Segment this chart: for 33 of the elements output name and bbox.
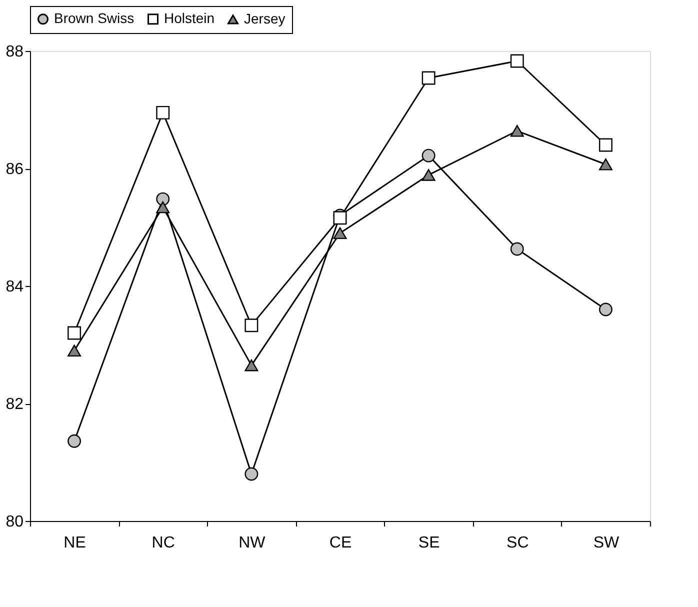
point <box>156 106 170 120</box>
x-tick-label: NE <box>64 534 86 552</box>
y-tick-label: 84 <box>6 278 24 296</box>
x-tick-label: CE <box>329 534 352 552</box>
point <box>510 54 524 68</box>
x-tick-label: NC <box>152 534 175 552</box>
point <box>422 148 436 162</box>
point <box>422 71 436 85</box>
x-tick-label: SE <box>418 534 440 552</box>
x-tick-label: NW <box>238 534 266 552</box>
legend-label: Jersey <box>244 10 286 26</box>
point <box>68 434 82 448</box>
legend-label: Holstein <box>164 10 215 26</box>
point <box>68 344 82 357</box>
legend-label: Brown Swiss <box>54 10 134 26</box>
point <box>510 242 524 256</box>
point <box>598 158 612 170</box>
x-tick-label: SC <box>506 534 529 552</box>
point <box>598 302 612 316</box>
point <box>422 169 436 181</box>
point <box>333 227 347 240</box>
point <box>156 201 170 214</box>
point <box>156 192 170 206</box>
y-tick-label: 86 <box>6 161 24 178</box>
y-tick-label: 88 <box>6 44 24 60</box>
point <box>244 359 258 372</box>
y-tick-label: 82 <box>6 396 24 413</box>
x-tick-label: SW <box>593 534 620 552</box>
y-tick-label: 80 <box>6 514 24 530</box>
point <box>510 124 524 137</box>
point <box>333 211 347 225</box>
point <box>244 467 258 481</box>
point <box>244 318 258 332</box>
